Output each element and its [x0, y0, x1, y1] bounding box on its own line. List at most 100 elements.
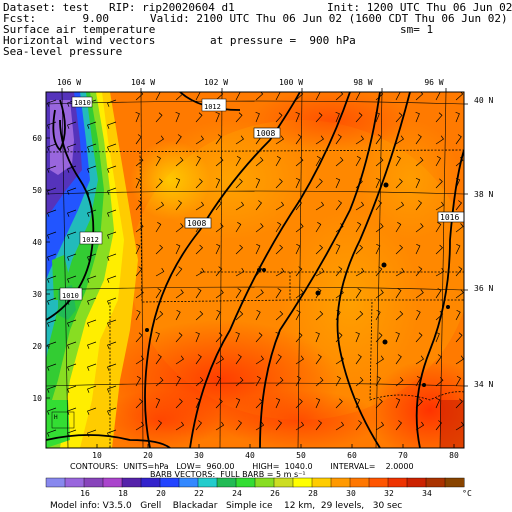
wind-barb	[215, 111, 220, 123]
wind-barb	[275, 244, 284, 255]
wind-barb	[47, 319, 57, 327]
wind-barb	[87, 363, 97, 371]
init-time: Init: 1200 UTC Thu 06 Jun 02	[327, 1, 512, 14]
wind-barb	[235, 112, 243, 123]
wind-barb	[375, 421, 385, 431]
wind-barb	[235, 201, 245, 211]
wind-barb	[315, 112, 323, 123]
legend-swatch	[406, 477, 427, 488]
wind-barb	[355, 288, 362, 299]
wind-barb	[315, 201, 325, 211]
legend-swatch	[121, 477, 142, 488]
wind-barb	[215, 398, 223, 409]
wind-barb	[315, 155, 321, 167]
wind-barb	[135, 355, 144, 365]
wind-barb	[215, 289, 224, 299]
legend-swatch	[349, 477, 370, 488]
wind-barb	[415, 177, 421, 189]
wind-barb	[395, 221, 402, 233]
wind-barb	[175, 266, 183, 277]
wind-barb	[215, 375, 221, 387]
wind-barb	[135, 111, 140, 123]
wind-barb	[215, 266, 223, 277]
wind-barb	[195, 376, 204, 387]
legend-swatch	[330, 477, 351, 488]
wind-barb	[255, 289, 264, 299]
wind-barb	[67, 121, 77, 129]
wind-barb	[395, 288, 402, 299]
wind-barb	[235, 178, 243, 189]
wind-barb	[87, 253, 97, 261]
temperature-color-bar	[45, 477, 465, 488]
wind-barb	[155, 201, 165, 211]
wind-barb	[275, 310, 284, 321]
wind-barb	[107, 253, 117, 261]
wind-barbs	[47, 92, 464, 437]
wind-barb	[435, 420, 442, 431]
wind-barb	[47, 187, 57, 195]
wind-barb	[175, 156, 184, 167]
wind-barb	[295, 309, 301, 321]
wind-barb	[335, 421, 345, 431]
wind-barb	[355, 420, 362, 431]
wind-barb	[395, 267, 405, 277]
wind-barb	[395, 420, 402, 431]
lon-label: 96 W	[424, 78, 443, 87]
legend-tick: 30	[346, 489, 356, 498]
wind-barb	[175, 421, 185, 431]
wind-barb	[255, 266, 263, 277]
wind-barb	[335, 111, 340, 123]
wind-barb	[155, 135, 164, 145]
wind-barb	[155, 112, 163, 123]
y-tick: 40	[32, 238, 42, 247]
wind-barb	[175, 200, 182, 211]
wind-barb	[175, 309, 181, 321]
wind-barb	[195, 178, 203, 189]
wind-barb	[375, 309, 381, 321]
wind-barb	[315, 288, 322, 299]
legend-tick: 18	[118, 489, 128, 498]
field-wind: Horizontal wind vectors	[3, 34, 156, 47]
wind-barb	[435, 376, 444, 387]
wind-barb	[255, 177, 261, 189]
wind-barb	[87, 121, 97, 129]
wind-barb	[215, 223, 224, 233]
wind-barb	[135, 200, 142, 211]
wind-barb	[455, 375, 461, 387]
wind-barb	[395, 310, 404, 321]
wind-barb	[135, 243, 141, 255]
wind-barb	[435, 112, 443, 123]
x-tick: 60	[347, 451, 357, 460]
wind-barb	[175, 289, 184, 299]
wind-barb	[155, 244, 164, 255]
y-grid-labels: 10 20 30 40 50 60	[32, 134, 42, 403]
wind-barb	[107, 165, 117, 173]
wind-barb	[155, 397, 161, 409]
wind-barb	[47, 429, 57, 437]
wind-barb	[107, 121, 117, 129]
wind-barb	[87, 341, 97, 349]
wind-barb	[175, 332, 183, 343]
wind-barb	[47, 385, 57, 393]
wind-barb	[67, 275, 77, 283]
wind-barb	[335, 156, 344, 167]
wind-barb	[455, 266, 463, 277]
wind-barb	[87, 143, 97, 151]
x-grid-labels: 10 20 30 40 50 60 70 80	[92, 451, 459, 460]
wind-barb	[435, 155, 441, 167]
wind-barb	[275, 376, 284, 387]
wind-barb	[47, 407, 57, 415]
wind-barb	[215, 134, 222, 145]
wind-barb	[275, 178, 283, 189]
legend-swatch	[292, 477, 313, 488]
wind-barb	[107, 407, 117, 415]
wind-barb	[275, 267, 285, 277]
wind-barb	[195, 112, 203, 123]
wind-barb	[135, 332, 143, 343]
wind-barb	[315, 310, 324, 321]
wind-barb	[455, 156, 464, 167]
wind-barb	[275, 112, 283, 123]
wind-barb	[107, 429, 117, 437]
axis-ticks	[46, 88, 468, 448]
